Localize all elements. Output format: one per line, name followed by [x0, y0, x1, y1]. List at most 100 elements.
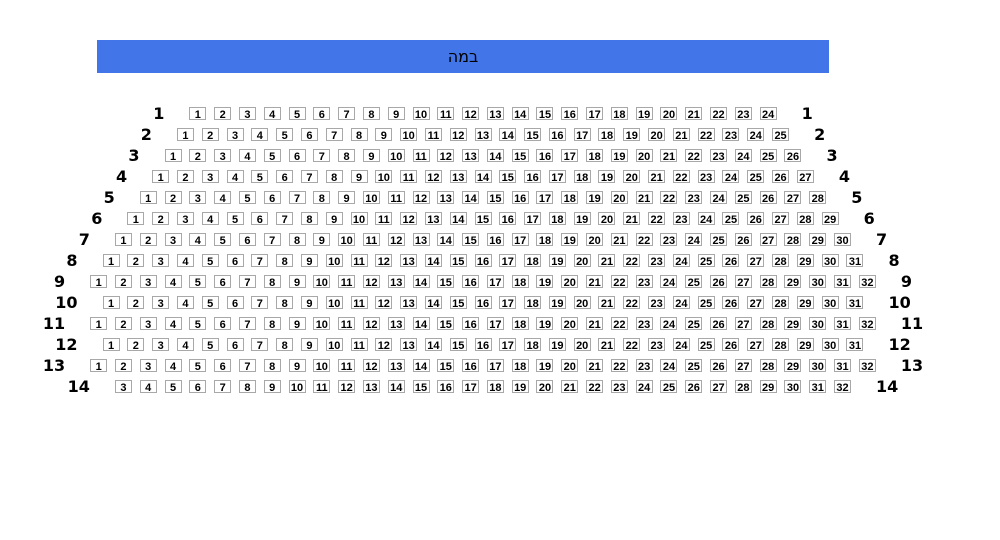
- seat[interactable]: 7: [338, 107, 356, 121]
- seat[interactable]: 32: [858, 317, 876, 331]
- seat[interactable]: 20: [623, 170, 641, 184]
- seat[interactable]: 14: [412, 275, 430, 289]
- seat[interactable]: 9: [300, 338, 318, 352]
- seat[interactable]: 5: [189, 275, 207, 289]
- seat[interactable]: 1: [90, 275, 108, 289]
- seat[interactable]: 17: [586, 107, 604, 121]
- seat[interactable]: 7: [238, 317, 256, 331]
- seat[interactable]: 18: [524, 296, 542, 310]
- seat[interactable]: 14: [437, 233, 455, 247]
- seat[interactable]: 25: [685, 275, 703, 289]
- seat[interactable]: 17: [548, 170, 566, 184]
- seat[interactable]: 26: [685, 380, 703, 394]
- seat[interactable]: 29: [784, 317, 802, 331]
- seat[interactable]: 4: [263, 107, 281, 121]
- seat[interactable]: 18: [511, 317, 529, 331]
- seat[interactable]: 5: [201, 254, 219, 268]
- seat[interactable]: 27: [747, 296, 765, 310]
- seat[interactable]: 16: [486, 233, 504, 247]
- seat[interactable]: 7: [238, 359, 256, 373]
- seat[interactable]: 19: [511, 380, 529, 394]
- seat[interactable]: 24: [672, 296, 690, 310]
- seat[interactable]: 1: [176, 128, 194, 142]
- seat[interactable]: 14: [486, 149, 504, 163]
- seat[interactable]: 25: [660, 380, 678, 394]
- seat[interactable]: 9: [263, 380, 281, 394]
- seat[interactable]: 23: [660, 233, 678, 247]
- seat[interactable]: 21: [598, 254, 616, 268]
- seat[interactable]: 5: [263, 149, 281, 163]
- seat[interactable]: 9: [313, 233, 331, 247]
- seat[interactable]: 13: [462, 149, 480, 163]
- seat[interactable]: 23: [635, 275, 653, 289]
- seat[interactable]: 10: [338, 233, 356, 247]
- seat[interactable]: 10: [288, 380, 306, 394]
- seat[interactable]: 10: [387, 149, 405, 163]
- seat[interactable]: 2: [114, 359, 132, 373]
- seat[interactable]: 15: [449, 338, 467, 352]
- seat[interactable]: 19: [536, 359, 554, 373]
- seat[interactable]: 18: [524, 254, 542, 268]
- seat[interactable]: 9: [375, 128, 393, 142]
- seat[interactable]: 28: [784, 233, 802, 247]
- seat[interactable]: 8: [276, 338, 294, 352]
- seat[interactable]: 14: [412, 359, 430, 373]
- seat[interactable]: 14: [424, 338, 442, 352]
- seat[interactable]: 31: [846, 338, 864, 352]
- seat[interactable]: 16: [536, 149, 554, 163]
- seat[interactable]: 5: [189, 359, 207, 373]
- seat[interactable]: 28: [734, 380, 752, 394]
- seat[interactable]: 4: [238, 149, 256, 163]
- seat[interactable]: 29: [784, 359, 802, 373]
- seat[interactable]: 26: [710, 359, 728, 373]
- seat[interactable]: 9: [288, 275, 306, 289]
- seat[interactable]: 18: [548, 212, 566, 226]
- seat[interactable]: 9: [387, 107, 405, 121]
- seat[interactable]: 3: [189, 191, 207, 205]
- seat[interactable]: 23: [710, 149, 728, 163]
- seat[interactable]: 13: [486, 107, 504, 121]
- seat[interactable]: 16: [462, 317, 480, 331]
- seat[interactable]: 1: [102, 296, 120, 310]
- seat[interactable]: 13: [400, 254, 418, 268]
- seat[interactable]: 17: [462, 380, 480, 394]
- seat[interactable]: 22: [648, 212, 666, 226]
- seat[interactable]: 7: [276, 212, 294, 226]
- seat[interactable]: 9: [288, 317, 306, 331]
- seat[interactable]: 15: [437, 317, 455, 331]
- seat[interactable]: 27: [747, 254, 765, 268]
- seat[interactable]: 21: [561, 380, 579, 394]
- seat[interactable]: 19: [623, 128, 641, 142]
- seat[interactable]: 2: [114, 275, 132, 289]
- seat[interactable]: 24: [759, 107, 777, 121]
- seat[interactable]: 11: [338, 317, 356, 331]
- seat[interactable]: 28: [772, 296, 790, 310]
- seat[interactable]: 24: [672, 254, 690, 268]
- seat[interactable]: 7: [251, 296, 269, 310]
- seat[interactable]: 11: [350, 296, 368, 310]
- seat[interactable]: 25: [747, 170, 765, 184]
- seat[interactable]: 22: [586, 380, 604, 394]
- seat[interactable]: 19: [536, 317, 554, 331]
- seat[interactable]: 20: [598, 212, 616, 226]
- seat[interactable]: 18: [561, 191, 579, 205]
- seat[interactable]: 13: [449, 170, 467, 184]
- seat[interactable]: 26: [759, 191, 777, 205]
- seat[interactable]: 10: [350, 212, 368, 226]
- seat[interactable]: 5: [201, 338, 219, 352]
- seat[interactable]: 16: [548, 128, 566, 142]
- seat[interactable]: 12: [362, 317, 380, 331]
- seat[interactable]: 5: [214, 233, 232, 247]
- seat[interactable]: 15: [474, 212, 492, 226]
- seat[interactable]: 3: [114, 380, 132, 394]
- seat[interactable]: 4: [164, 317, 182, 331]
- seat[interactable]: 10: [400, 128, 418, 142]
- seat[interactable]: 10: [412, 107, 430, 121]
- seat[interactable]: 3: [214, 149, 232, 163]
- seat[interactable]: 19: [610, 149, 628, 163]
- seat[interactable]: 4: [176, 296, 194, 310]
- seat[interactable]: 12: [449, 128, 467, 142]
- seat[interactable]: 8: [338, 149, 356, 163]
- seat[interactable]: 22: [710, 107, 728, 121]
- seat[interactable]: 14: [499, 128, 517, 142]
